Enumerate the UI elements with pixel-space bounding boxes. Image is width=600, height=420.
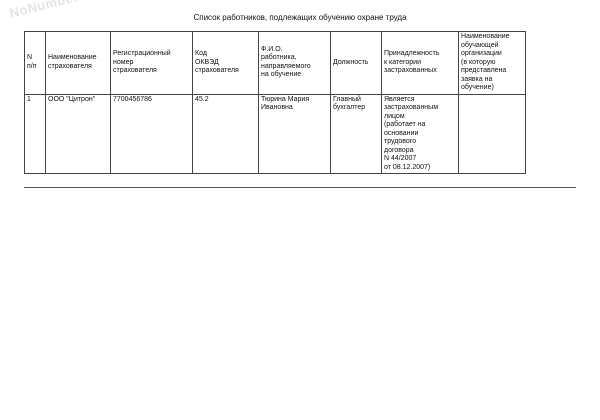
cell-position: Главный бухгалтер [330, 93, 382, 174]
cell-number: 1 [24, 93, 46, 174]
header-cell: N п/п [24, 31, 46, 95]
cell-full-name: Тюрина Мария Ивановна [258, 93, 331, 174]
header-cell: Наименование обучающей организации (в ко… [458, 31, 526, 95]
table-header-row: N п/п Наименование страхователя Регистра… [24, 31, 526, 95]
header-cell: Наименование страхователя [45, 31, 111, 95]
header-cell: Регистрационный номер страхователя [110, 31, 193, 95]
cell-training-org [458, 93, 526, 174]
cell-reg-number: 7700456786 [110, 93, 193, 174]
cell-insurer-name: ООО "Цитрон" [45, 93, 111, 174]
cell-okved: 45.2 [192, 93, 259, 174]
divider-line [24, 187, 576, 188]
document-title: Список работников, подлежащих обучению о… [193, 13, 407, 22]
workers-table: N п/п Наименование страхователя Регистра… [24, 31, 526, 174]
header-cell: Код ОКВЭД страхователя [192, 31, 259, 95]
table-row: 1 ООО "Цитрон" 7700456786 45.2 Тюрина Ма… [24, 93, 526, 174]
header-cell: Ф.И.О. работника, направляемого на обуче… [258, 31, 331, 95]
header-cell: Должность [330, 31, 382, 95]
header-cell: Принадлежность к категории застрахованны… [381, 31, 459, 95]
cell-category: Является застрахованным лицом (работает … [381, 93, 459, 174]
